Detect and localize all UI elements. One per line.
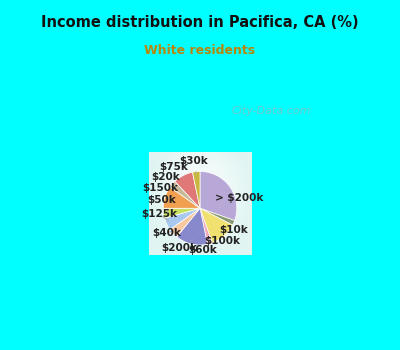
Text: City-Data.com: City-Data.com bbox=[232, 106, 311, 116]
Wedge shape bbox=[163, 208, 200, 218]
Text: Income distribution in Pacifica, CA (%): Income distribution in Pacifica, CA (%) bbox=[41, 15, 359, 30]
Text: $20k: $20k bbox=[151, 172, 180, 187]
Wedge shape bbox=[177, 208, 208, 245]
Wedge shape bbox=[200, 172, 237, 220]
Wedge shape bbox=[170, 181, 200, 208]
Wedge shape bbox=[170, 208, 200, 237]
Wedge shape bbox=[200, 208, 212, 244]
Text: $40k: $40k bbox=[152, 228, 181, 238]
Text: $10k: $10k bbox=[219, 221, 248, 235]
Wedge shape bbox=[175, 172, 200, 208]
Wedge shape bbox=[164, 208, 200, 230]
Wedge shape bbox=[163, 187, 200, 208]
Wedge shape bbox=[200, 208, 235, 225]
Text: $200k: $200k bbox=[162, 240, 198, 253]
Text: $75k: $75k bbox=[159, 162, 188, 177]
Text: > $200k: > $200k bbox=[215, 190, 263, 203]
Wedge shape bbox=[192, 172, 200, 208]
Text: White residents: White residents bbox=[144, 44, 256, 57]
Text: $50k: $50k bbox=[147, 195, 176, 213]
Text: $30k: $30k bbox=[180, 156, 208, 173]
Text: $150k: $150k bbox=[142, 183, 178, 198]
Text: $100k: $100k bbox=[204, 233, 240, 246]
Text: $60k: $60k bbox=[189, 239, 218, 255]
Text: $125k: $125k bbox=[141, 209, 177, 220]
Wedge shape bbox=[200, 208, 233, 243]
